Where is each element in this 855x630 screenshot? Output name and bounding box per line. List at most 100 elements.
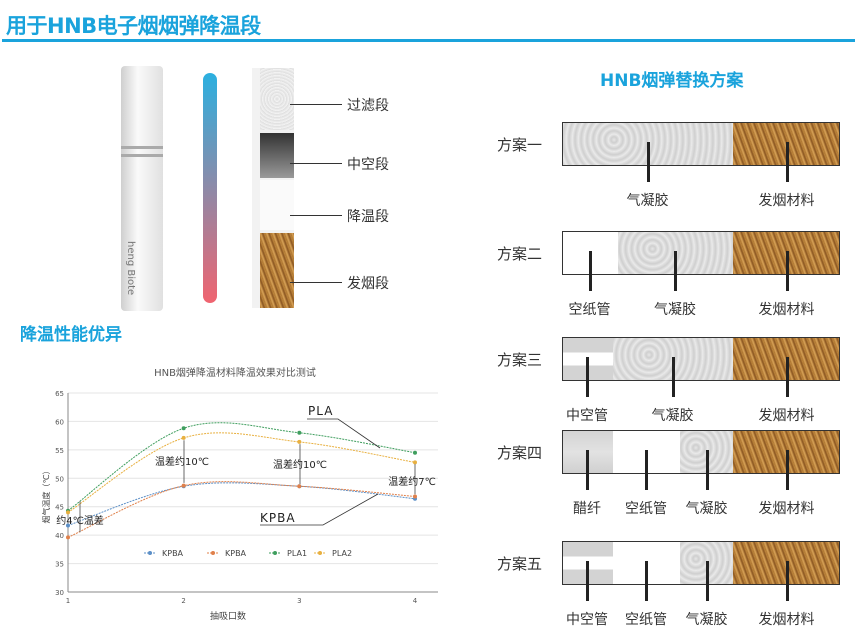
segment-label: 气凝胶	[654, 302, 696, 318]
y-tick-label: 55	[55, 447, 64, 455]
temperature-chart: HNB烟弹降温材料降温效果对比测试 抽吸口数 烟气温度（℃） 303540455…	[41, 366, 438, 622]
segment-pointer	[705, 450, 709, 490]
segment-pointer	[586, 357, 589, 397]
label-filter: 过滤段	[347, 98, 389, 114]
scheme-label: 方案四	[497, 444, 543, 462]
segment-label: 空纸管	[568, 302, 611, 318]
annotation-7c: 温差约7℃	[388, 475, 436, 488]
legend-marker	[211, 551, 215, 555]
segment-label: 空纸管	[625, 612, 667, 628]
scheme-bar	[562, 231, 840, 275]
legend-marker	[318, 551, 322, 555]
series-line-3	[67, 432, 416, 513]
label-cooling: 降温段	[347, 209, 389, 225]
scheme-bar	[562, 122, 840, 166]
segment-label: 发烟材料	[758, 501, 815, 517]
data-point	[413, 494, 417, 499]
segment-pointer	[785, 357, 789, 397]
segment-pointer	[674, 251, 677, 291]
scheme-label: 方案一	[497, 136, 543, 154]
series-line-0	[67, 482, 416, 526]
data-point	[181, 426, 186, 431]
segment-pointer	[645, 450, 648, 490]
y-tick-label: 45	[55, 504, 64, 512]
y-tick-label: 60	[55, 418, 64, 426]
data-point	[66, 535, 70, 540]
series-line-2	[67, 422, 416, 512]
segment-label: 发烟材料	[758, 193, 815, 209]
segment-pointer	[586, 561, 589, 601]
scheme-label: 方案三	[497, 351, 543, 369]
data-point	[413, 450, 417, 455]
scheme-bar	[562, 541, 840, 585]
segment-label: 中空管	[566, 408, 608, 424]
temperature-gradient-bar	[203, 73, 217, 303]
cartridge-image: heng Biote	[121, 66, 163, 311]
x-tick-label: 1	[66, 597, 70, 605]
legend-label: PLA2	[332, 549, 352, 558]
data-point	[181, 435, 186, 440]
left-heading: 降温性能优异	[20, 325, 122, 345]
scheme-label: 方案二	[497, 245, 543, 263]
data-point	[297, 484, 302, 489]
annotation-4c: 约4℃温差	[56, 514, 104, 527]
segment-pointer	[785, 251, 789, 291]
segment-label: 气凝胶	[685, 612, 728, 628]
scheme-bar	[562, 430, 840, 474]
x-tick-label: 4	[413, 597, 418, 605]
data-point	[297, 430, 302, 435]
segment-label: 空纸管	[625, 501, 667, 517]
x-tick-label: 2	[181, 597, 185, 605]
y-tick-label: 50	[55, 475, 64, 483]
annotation-10c-b: 温差约10℃	[273, 458, 327, 471]
x-tick-label: 3	[297, 597, 301, 605]
y-axis-label: 烟气温度（℃）	[41, 467, 51, 524]
cartridge-cutaway-image	[252, 68, 294, 308]
data-point	[181, 483, 186, 488]
segment-label: 发烟材料	[758, 302, 815, 318]
segment-pointer	[785, 450, 789, 490]
data-point	[413, 460, 417, 465]
segment-pointer	[785, 561, 789, 601]
scheme-bar	[562, 337, 840, 381]
segment-label: 发烟材料	[758, 612, 815, 628]
segment-pointer	[586, 450, 589, 490]
scheme-label: 方案五	[497, 555, 543, 573]
y-tick-label: 35	[55, 561, 64, 569]
data-point	[66, 523, 70, 528]
segment-pointer	[705, 561, 709, 601]
y-tick-label: 65	[55, 390, 64, 398]
annotation-10c-a: 温差约10℃	[155, 455, 209, 468]
segment-pointer	[646, 142, 650, 182]
annotation-pla: PLA	[308, 404, 333, 418]
segment-label: 中空管	[566, 612, 608, 628]
page-title: 用于HNB电子烟烟弹降温段	[6, 14, 261, 38]
segment-pointer	[588, 251, 592, 291]
legend-marker	[273, 551, 277, 555]
legend-label: KPBA	[225, 549, 247, 558]
chart-title: HNB烟弹降温材料降温效果对比测试	[154, 366, 316, 379]
segment-label: 气凝胶	[626, 193, 669, 209]
legend-marker	[148, 551, 152, 555]
y-tick-label: 40	[55, 532, 64, 540]
annotation-kpba: KPBA	[260, 511, 296, 525]
legend-label: PLA1	[287, 549, 307, 558]
title-underline	[2, 39, 855, 42]
segment-label: 醋纤	[573, 501, 601, 517]
y-tick-label: 30	[55, 589, 64, 597]
x-axis-label: 抽吸口数	[210, 610, 246, 622]
segment-label: 气凝胶	[685, 501, 728, 517]
right-heading: HNB烟弹替换方案	[600, 71, 744, 91]
brand-text: heng Biote	[125, 241, 136, 296]
segment-label: 发烟材料	[758, 408, 815, 424]
legend-label: KPBA	[162, 549, 184, 558]
label-smoke: 发烟段	[347, 276, 389, 292]
series-line-1	[67, 481, 416, 538]
segment-label: 气凝胶	[651, 408, 694, 424]
data-point	[297, 439, 302, 444]
segment-pointer	[645, 561, 648, 601]
data-point	[66, 510, 70, 515]
segment-pointer	[785, 142, 789, 182]
label-hollow: 中空段	[347, 157, 389, 173]
segment-pointer	[671, 357, 675, 397]
